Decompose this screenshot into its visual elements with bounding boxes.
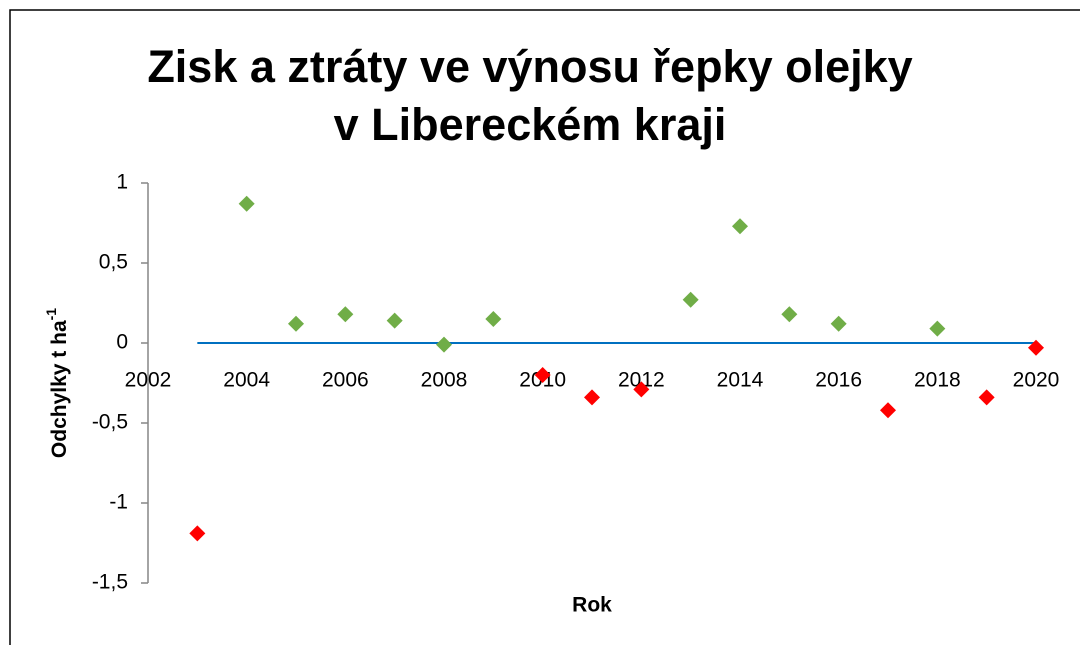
point xyxy=(682,291,699,308)
point xyxy=(485,311,502,327)
point xyxy=(830,315,847,332)
point xyxy=(584,389,600,406)
y-axis-label-superscript: -1 xyxy=(43,308,59,321)
point xyxy=(534,367,551,383)
point xyxy=(238,195,255,212)
y-tick-label: 0,5 xyxy=(99,251,128,274)
point xyxy=(880,402,896,419)
point xyxy=(978,389,995,406)
point xyxy=(633,381,650,398)
x-tick-label: 2020 xyxy=(1013,369,1060,392)
chart-title: Zisk a ztráty ve výnosu řepky olejky v L… xyxy=(147,41,913,150)
point xyxy=(1028,339,1044,356)
y-axis-label: Odchylky t ha-1 xyxy=(43,308,71,458)
y-tick-label: -1 xyxy=(109,491,128,514)
point xyxy=(436,336,452,353)
x-tick-label: 2008 xyxy=(421,369,468,392)
x-tick-label: 2016 xyxy=(815,369,862,392)
x-tick-label: 2006 xyxy=(322,369,369,392)
chart-border xyxy=(9,9,1080,645)
y-tick-label: -0,5 xyxy=(92,411,128,434)
y-tick-label: 0 xyxy=(116,331,128,354)
point xyxy=(732,218,748,235)
point xyxy=(929,320,946,337)
x-tick-label: 2002 xyxy=(125,369,172,392)
point xyxy=(337,306,354,323)
y-tick-label: 1 xyxy=(116,171,128,194)
x-tick-label: 2014 xyxy=(717,369,764,392)
y-tick-label: -1,5 xyxy=(92,571,128,594)
point xyxy=(781,306,798,323)
point xyxy=(386,312,403,329)
x-tick-label: 2004 xyxy=(223,369,270,392)
x-axis-label: Rok xyxy=(572,594,612,617)
point xyxy=(288,315,304,332)
x-tick-label: 2012 xyxy=(618,369,665,392)
y-axis-label-text: Odchylky t ha xyxy=(48,320,71,458)
point xyxy=(189,525,206,542)
x-tick-label: 2018 xyxy=(914,369,961,392)
